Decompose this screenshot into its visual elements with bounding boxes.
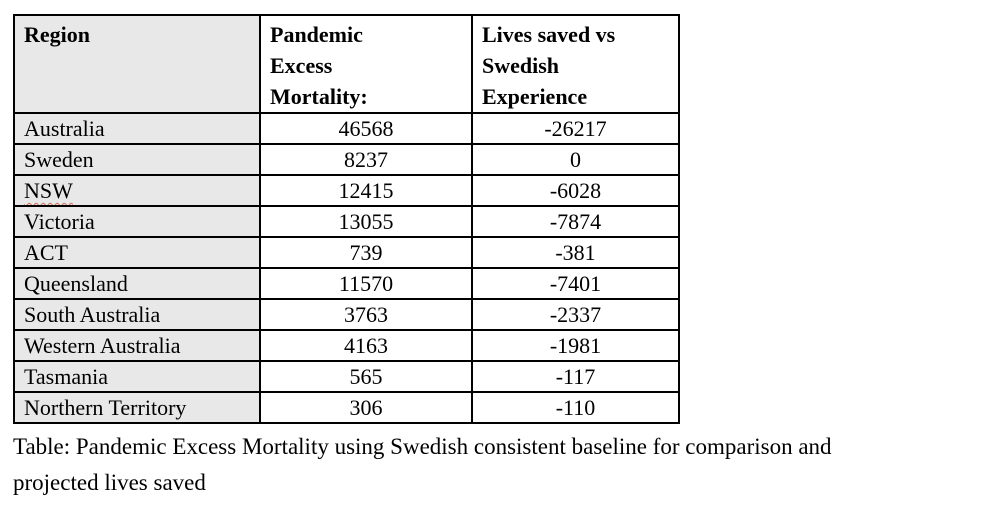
cell-lives-saved: -7401 [471, 267, 680, 300]
table-row: Tasmania 565 -117 [13, 360, 680, 393]
cell-region: Western Australia [13, 329, 261, 362]
cell-mortality: 13055 [259, 205, 473, 238]
table-row: NSW 12415 -6028 [13, 174, 680, 207]
table-row: Queensland 11570 -7401 [13, 267, 680, 300]
table-row: Australia 46568 -26217 [13, 112, 680, 145]
cell-lives-saved: -110 [471, 391, 680, 424]
cell-lives-saved: 0 [471, 143, 680, 176]
cell-region: Queensland [13, 267, 261, 300]
excess-mortality-table: Region Pandemic Excess Mortality: Lives … [13, 14, 680, 424]
cell-lives-saved: -1981 [471, 329, 680, 362]
table-row: Sweden 8237 0 [13, 143, 680, 176]
cell-lives-saved: -6028 [471, 174, 680, 207]
cell-region: Australia [13, 112, 261, 145]
cell-region: Sweden [13, 143, 261, 176]
cell-region: Tasmania [13, 360, 261, 393]
cell-region: Northern Territory [13, 391, 261, 424]
cell-lives-saved: -117 [471, 360, 680, 393]
cell-mortality: 3763 [259, 298, 473, 331]
table-row: Victoria 13055 -7874 [13, 205, 680, 238]
cell-region: NSW [13, 174, 261, 207]
cell-mortality: 739 [259, 236, 473, 269]
table-caption: Table: Pandemic Excess Mortality using S… [13, 434, 832, 495]
cell-lives-saved: -26217 [471, 112, 680, 145]
cell-mortality: 11570 [259, 267, 473, 300]
cell-mortality: 46568 [259, 112, 473, 145]
cell-region: South Australia [13, 298, 261, 331]
table-row: Western Australia 4163 -1981 [13, 329, 680, 362]
header-pandemic-excess-mortality: Pandemic Excess Mortality: [259, 14, 473, 114]
table-row: South Australia 3763 -2337 [13, 298, 680, 331]
cell-mortality: 565 [259, 360, 473, 393]
misspelled-word-nsw: NSW [24, 178, 73, 203]
cell-mortality: 306 [259, 391, 473, 424]
cell-mortality: 12415 [259, 174, 473, 207]
cell-region: ACT [13, 236, 261, 269]
table-row: ACT 739 -381 [13, 236, 680, 269]
table-header-row: Region Pandemic Excess Mortality: Lives … [13, 14, 680, 114]
cell-lives-saved: -2337 [471, 298, 680, 331]
cell-mortality: 8237 [259, 143, 473, 176]
cell-lives-saved: -381 [471, 236, 680, 269]
header-lives-saved: Lives saved vs Swedish Experience [471, 14, 680, 114]
cell-mortality: 4163 [259, 329, 473, 362]
cell-region: Victoria [13, 205, 261, 238]
header-region: Region [13, 14, 261, 114]
table-row: Northern Territory 306 -110 [13, 391, 680, 424]
cell-lives-saved: -7874 [471, 205, 680, 238]
